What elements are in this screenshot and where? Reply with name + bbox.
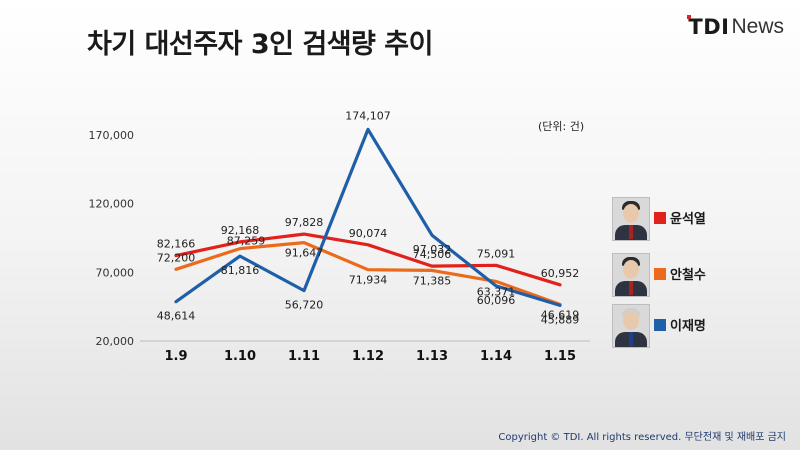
data-label: 87,259 — [227, 235, 266, 248]
data-label: 48,614 — [157, 310, 196, 323]
data-label: 63,371 — [477, 285, 516, 298]
series-line-0 — [174, 232, 562, 287]
series-line-2 — [174, 127, 562, 307]
x-tick-label: 1.14 — [480, 349, 512, 364]
legend-item-ahn: 안철수 — [612, 253, 792, 297]
y-tick-label: 70,000 — [96, 266, 135, 279]
data-label: 72,200 — [157, 251, 196, 264]
person-photo-icon — [612, 304, 650, 348]
data-label: 46,619 — [541, 308, 580, 321]
data-label: 56,720 — [285, 299, 324, 312]
y-tick-label: 120,000 — [89, 198, 135, 211]
data-label: 82,166 — [157, 238, 196, 251]
series-line-1 — [174, 241, 562, 306]
legend-item-yoon: 윤석열 — [612, 197, 792, 241]
legend-label: 이재명 — [670, 319, 706, 334]
chart-title: 차기 대선주자 3인 검색량 추이 — [87, 29, 433, 60]
y-tick-label: 20,000 — [96, 335, 135, 348]
x-tick-label: 1.9 — [164, 349, 187, 364]
data-label: 45,889 — [541, 313, 580, 326]
legend-item-lee: 이재명 — [612, 304, 792, 348]
data-label: 97,032 — [413, 243, 452, 256]
data-label: 60,096 — [477, 294, 516, 307]
data-label: 97,828 — [285, 216, 324, 229]
x-tick-label: 1.12 — [352, 349, 384, 364]
x-tick-label: 1.13 — [416, 349, 448, 364]
legend-label: 윤석열 — [670, 212, 706, 227]
data-label: 81,816 — [221, 264, 260, 277]
legend-swatch — [654, 212, 666, 224]
y-tick-label: 170,000 — [89, 129, 135, 142]
data-label: 60,952 — [541, 267, 580, 280]
person-photo-icon — [612, 197, 650, 241]
data-label: 71,385 — [413, 274, 452, 287]
brand-tdi-text: TDI — [688, 15, 730, 39]
data-label: 90,074 — [349, 227, 388, 240]
data-label: 91,647 — [285, 247, 324, 260]
data-label: 71,934 — [349, 274, 388, 287]
person-photo-icon — [612, 253, 650, 297]
copyright-notice: Copyright © TDI. All rights reserved. 무단… — [498, 432, 786, 443]
data-label: 174,107 — [345, 109, 391, 122]
x-tick-label: 1.11 — [288, 349, 320, 364]
x-tick-label: 1.10 — [224, 349, 256, 364]
legend-swatch — [654, 319, 666, 331]
brand-accent-mark — [687, 15, 692, 19]
unit-note: (단위: 건) — [538, 120, 585, 133]
data-label: 92,168 — [221, 224, 260, 237]
brand-news-text: News — [731, 15, 784, 38]
legend-swatch — [654, 268, 666, 280]
data-label: 75,091 — [477, 247, 516, 260]
data-label: 74,506 — [413, 248, 452, 261]
brand-logo: TDI News — [687, 14, 784, 40]
x-tick-label: 1.15 — [544, 349, 576, 364]
legend-label: 안철수 — [670, 268, 706, 283]
